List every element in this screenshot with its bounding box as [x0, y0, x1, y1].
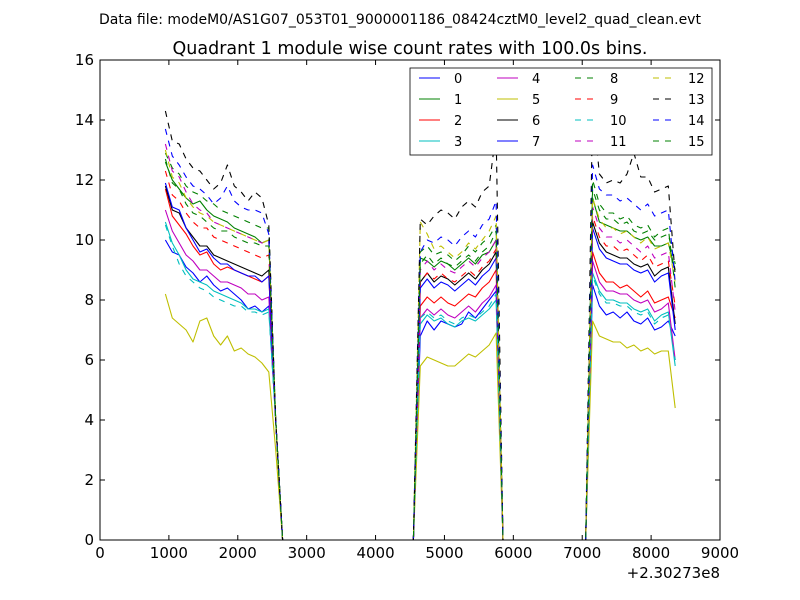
legend-label-0: 0 [454, 72, 462, 87]
x-tick-label: 9000 [701, 544, 739, 562]
legend-label-3: 3 [454, 135, 462, 150]
series-line-5 [164, 293, 676, 540]
x-tick-label: 6000 [494, 544, 532, 562]
y-tick-label: 12 [75, 171, 94, 189]
legend-label-5: 5 [532, 93, 540, 108]
legend-label-14: 14 [688, 114, 705, 129]
y-tick-label: 6 [84, 351, 94, 369]
legend-label-9: 9 [610, 93, 618, 108]
y-tick-label: 10 [75, 231, 94, 249]
legend-label-2: 2 [454, 114, 462, 129]
y-tick-label: 4 [84, 411, 94, 429]
series-line-12 [164, 149, 676, 540]
series-line-8 [164, 152, 676, 540]
chart-title: Quadrant 1 module wise count rates with … [173, 39, 648, 59]
legend-label-1: 1 [454, 93, 462, 108]
x-tick-label: 2000 [219, 544, 257, 562]
x-tick-label: 5000 [425, 544, 463, 562]
series-line-7 [164, 182, 676, 540]
x-tick-label: 8000 [632, 544, 670, 562]
series-line-10 [164, 224, 676, 540]
legend-label-11: 11 [610, 135, 627, 150]
x-tick-label: 1000 [150, 544, 188, 562]
axis-ticks: 0 1000 2000 3000 4000 5000 6000 7000 8000 9000 0 2 4… [75, 51, 739, 562]
legend-label-13: 13 [688, 93, 705, 108]
x-tick-label: 7000 [563, 544, 601, 562]
legend-label-8: 8 [610, 72, 618, 87]
x-tick-label: 3000 [288, 544, 326, 562]
x-tick-label: 4000 [356, 544, 394, 562]
plot-area [164, 104, 676, 540]
legend-box [409, 67, 713, 156]
data-file-suptitle: Data file: modeM0/AS1G07_053T01_90000011… [99, 12, 701, 28]
x-offset-label: +2.30273e8 [627, 564, 720, 582]
legend-label-10: 10 [610, 114, 627, 129]
axes-frame [99, 59, 721, 541]
series-line-13 [164, 104, 676, 540]
x-tick-label: 0 [95, 544, 105, 562]
y-tick-label: 14 [75, 111, 94, 129]
legend-label-7: 7 [532, 135, 540, 150]
legend-label-12: 12 [688, 72, 705, 87]
legend-label-4: 4 [532, 72, 540, 87]
y-tick-label: 2 [84, 471, 94, 489]
y-tick-label: 0 [84, 531, 94, 549]
y-tick-label: 8 [84, 291, 94, 309]
legend-label-15: 15 [688, 135, 705, 150]
y-tick-label: 16 [75, 51, 94, 69]
legend-label-6: 6 [532, 114, 540, 129]
